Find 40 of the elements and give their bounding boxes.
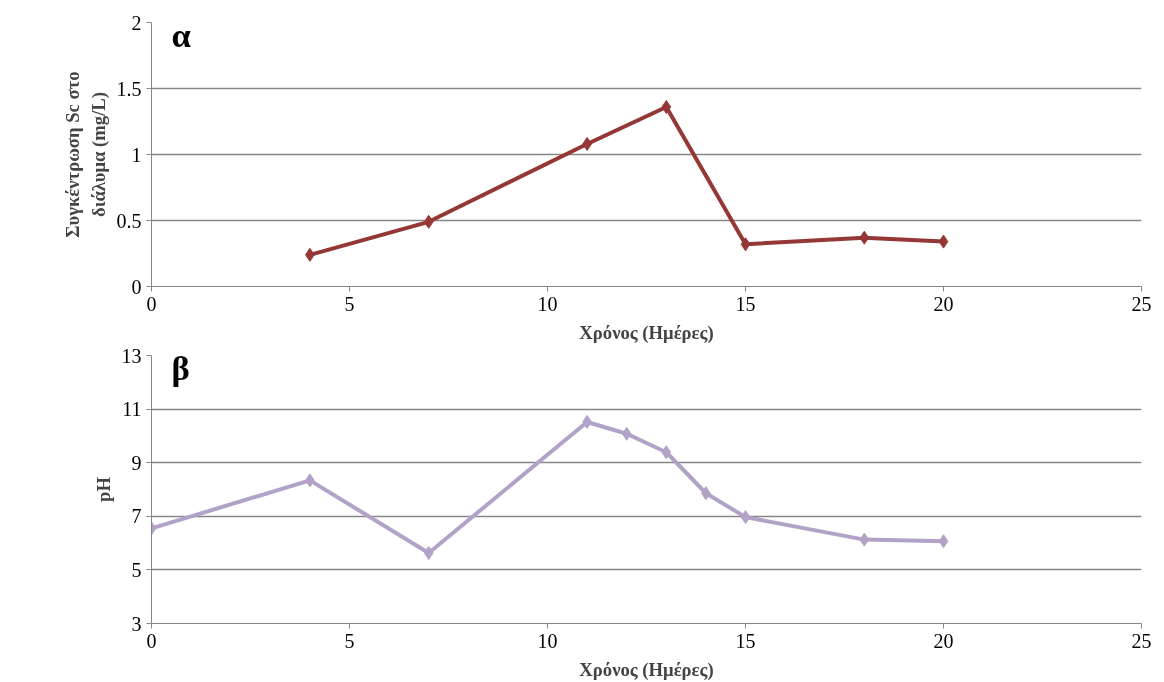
y-tick-label: 1 (131, 143, 142, 166)
x-tick-label: 10 (537, 292, 558, 315)
y-axis-title: Συγκέντρωση Sc στο διάλυμα (mg/L) (62, 71, 110, 238)
point (859, 532, 870, 547)
point (661, 445, 672, 460)
x-tick-label: 20 (933, 629, 954, 652)
y-tick-label: 2 (131, 11, 142, 34)
annotation: α (171, 15, 191, 54)
point (740, 510, 751, 525)
x-tick-label: 15 (735, 629, 756, 652)
y-tick-label: 5 (131, 558, 142, 581)
point (423, 546, 434, 561)
x-axis-title: Χρόνος (Ημέρες) (579, 658, 714, 681)
x-axis-title: Χρόνος (Ημέρες) (579, 321, 714, 344)
point (740, 237, 751, 252)
x-tick-label: 25 (1131, 292, 1152, 315)
y-tick-label: 0.5 (116, 209, 142, 232)
x-tick-label: 5 (344, 292, 355, 315)
point (661, 99, 672, 114)
point (621, 426, 632, 441)
y-tick-label: 3 (131, 612, 142, 635)
x-tick-label: 20 (933, 292, 954, 315)
point (938, 534, 949, 549)
point (859, 230, 870, 245)
x-tick-label: 25 (1131, 629, 1152, 652)
point (423, 214, 434, 229)
y-axis-title: pH (92, 476, 114, 502)
x-tick-label: 0 (146, 292, 157, 315)
y-tick-label: 1.5 (116, 77, 142, 100)
x-tick-label: 15 (735, 292, 756, 315)
point (938, 234, 949, 249)
x-tick-label: 5 (344, 629, 355, 652)
y-tick-label: 0 (131, 275, 142, 298)
y-tick-label: 9 (131, 451, 142, 474)
annotation: β (171, 348, 190, 387)
y-tick-label: 13 (121, 344, 142, 367)
y-tick-label: 11 (122, 398, 142, 421)
x-tick-label: 10 (537, 629, 558, 652)
y-tick-label: 7 (131, 505, 142, 528)
x-tick-label: 0 (146, 629, 157, 652)
